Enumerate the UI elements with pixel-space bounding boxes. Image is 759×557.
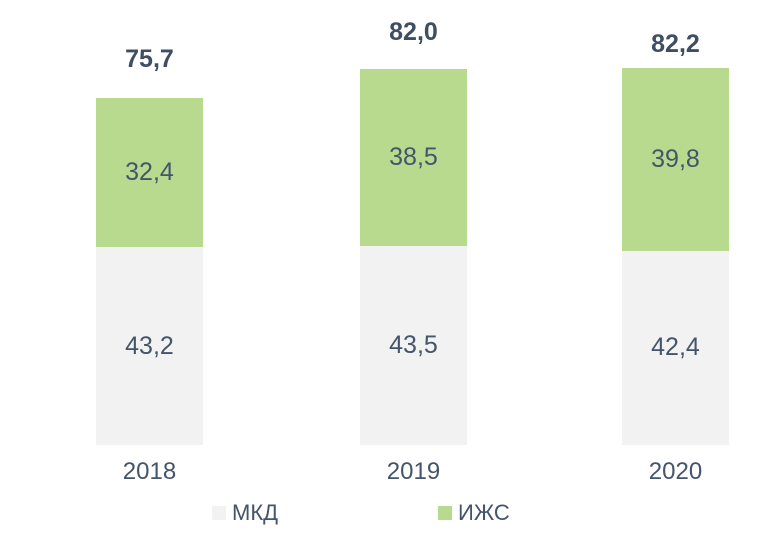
category-label: 2020 [648,458,703,485]
segment-value-label: 42,4 [651,333,700,362]
bar-segment-mkd-2020: 42,4 [622,250,729,445]
segment-value-label: 38,5 [389,142,438,171]
segment-value-label: 39,8 [651,144,700,173]
legend-swatch-mkd [212,506,226,520]
legend-item-izhs: ИЖС [438,500,510,526]
category-label: 2019 [386,458,441,485]
bar-segment-izhs-2019: 38,5 [360,69,467,246]
legend-item-mkd: МКД [212,500,278,526]
bar-total-label: 75,7 [125,45,174,73]
bar-segment-mkd-2019: 43,5 [360,245,467,445]
segment-value-label: 43,2 [125,331,174,360]
segment-value-label: 43,5 [389,330,438,359]
category-label: 2018 [122,458,177,485]
legend-label: МКД [232,500,279,525]
bar-total-label: 82,2 [651,30,700,58]
segment-value-label: 32,4 [125,158,174,187]
bar-segment-izhs-2018: 32,4 [96,98,203,247]
bar-segment-izhs-2020: 39,8 [622,68,729,251]
bar-segment-mkd-2018: 43,2 [96,247,203,445]
legend-swatch-izhs [438,506,452,520]
bar-total-label: 82,0 [389,18,438,46]
legend-label: ИЖС [458,500,510,525]
